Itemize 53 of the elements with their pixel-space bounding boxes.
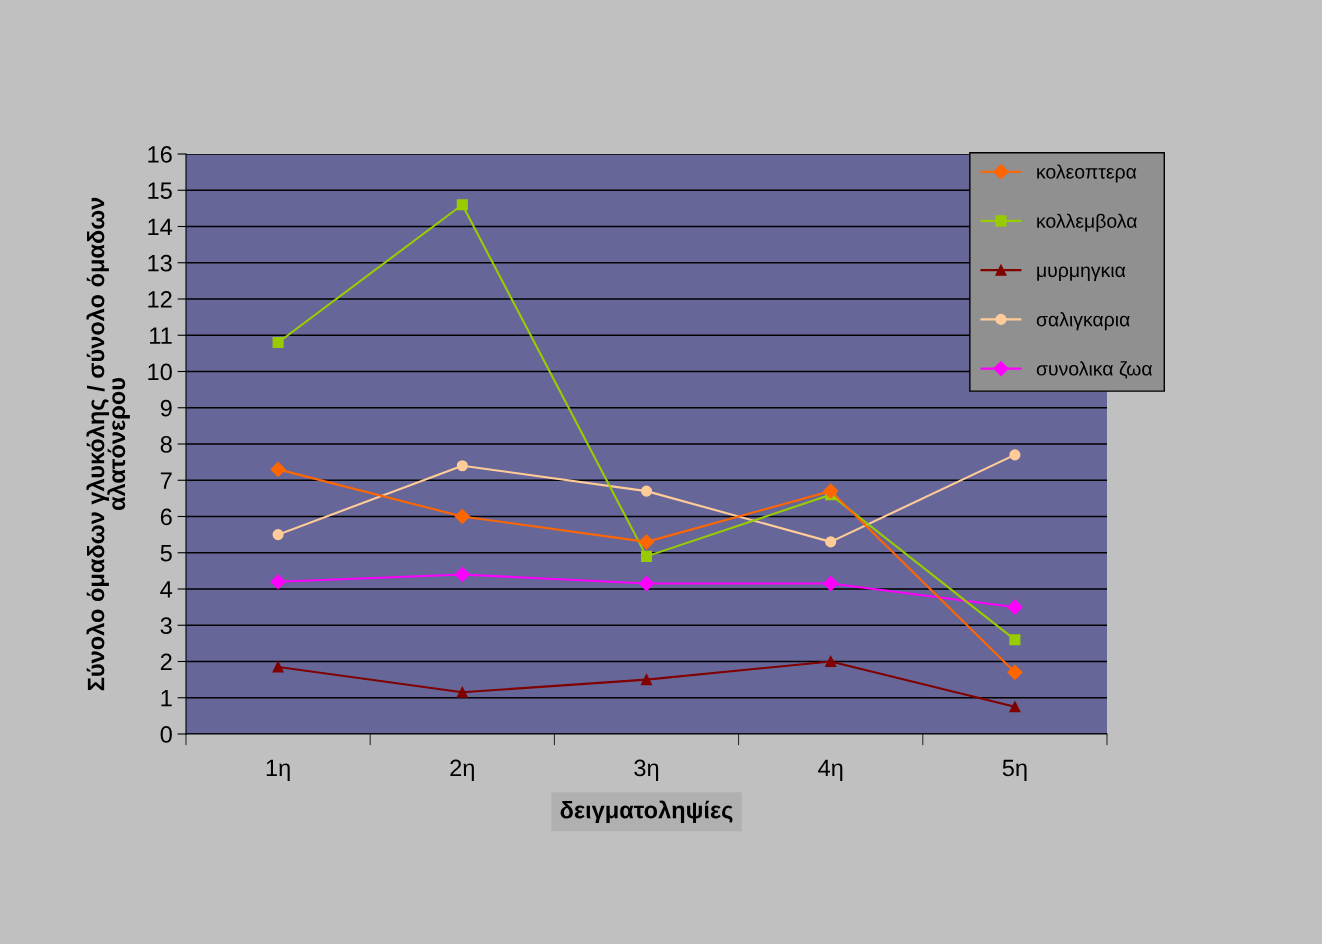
point: [272, 661, 284, 673]
y-tick-label: 8: [160, 436, 172, 453]
point: [640, 485, 653, 497]
point: [825, 536, 837, 548]
legend-label: μυρμηγκια: [1037, 266, 1126, 281]
x-axis-title: δειγματοληψίες: [560, 800, 733, 824]
legend-label: σαλιγκαρια: [1036, 312, 1130, 331]
point: [1007, 664, 1023, 680]
y-tick-label: 15: [148, 182, 172, 200]
point: [454, 508, 470, 525]
point: [454, 566, 470, 583]
y-tick-label: 6: [160, 508, 172, 526]
legend-label: συνολικα ζωα: [1036, 361, 1153, 379]
point: [272, 336, 284, 349]
y-tick-label: 1: [161, 690, 172, 707]
point: [638, 534, 655, 550]
point: [1009, 449, 1021, 461]
y-tick-label: 10: [148, 363, 172, 381]
point: [456, 199, 468, 211]
y-tick-label: 11: [150, 327, 172, 344]
point: [270, 461, 286, 477]
y-tick-label: 12: [148, 291, 172, 308]
x-tick-label: 2η: [450, 759, 474, 781]
y-tick-label: 3: [160, 617, 172, 635]
x-tick-label: 3η: [634, 759, 659, 781]
point: [825, 655, 837, 668]
y-tick-label: 2: [160, 653, 172, 671]
point: [272, 529, 284, 541]
x-tick-label: 4η: [818, 759, 843, 781]
point: [456, 686, 468, 698]
x-tick-label: 5η: [1002, 759, 1027, 781]
point: [456, 460, 468, 472]
y-tick-label: 16: [148, 146, 172, 163]
y-axis-title: Σύνολο όμαδων γλυκόλης / σύνολο όμαδων αλατόνερου: [86, 197, 130, 691]
point: [823, 483, 839, 499]
point: [270, 574, 286, 590]
x-tick-label: 1η: [266, 759, 290, 781]
y-tick-label: 5: [160, 545, 172, 562]
y-tick-label: 9: [160, 399, 172, 417]
legend-label: κολεοπτερα: [1037, 164, 1137, 183]
point: [1009, 701, 1021, 713]
point: [638, 575, 655, 592]
y-tick-label: 13: [148, 254, 172, 272]
point: [640, 550, 653, 562]
legend-label: κολλεμβολα: [1037, 213, 1137, 232]
point: [640, 674, 653, 686]
y-tick-label: 4: [160, 581, 173, 598]
y-tick-label: 14: [148, 218, 173, 236]
point: [1009, 634, 1021, 646]
y-tick-label: 0: [160, 726, 172, 743]
point: [823, 575, 839, 592]
point: [1007, 599, 1023, 615]
y-tick-label: 7: [160, 472, 172, 489]
